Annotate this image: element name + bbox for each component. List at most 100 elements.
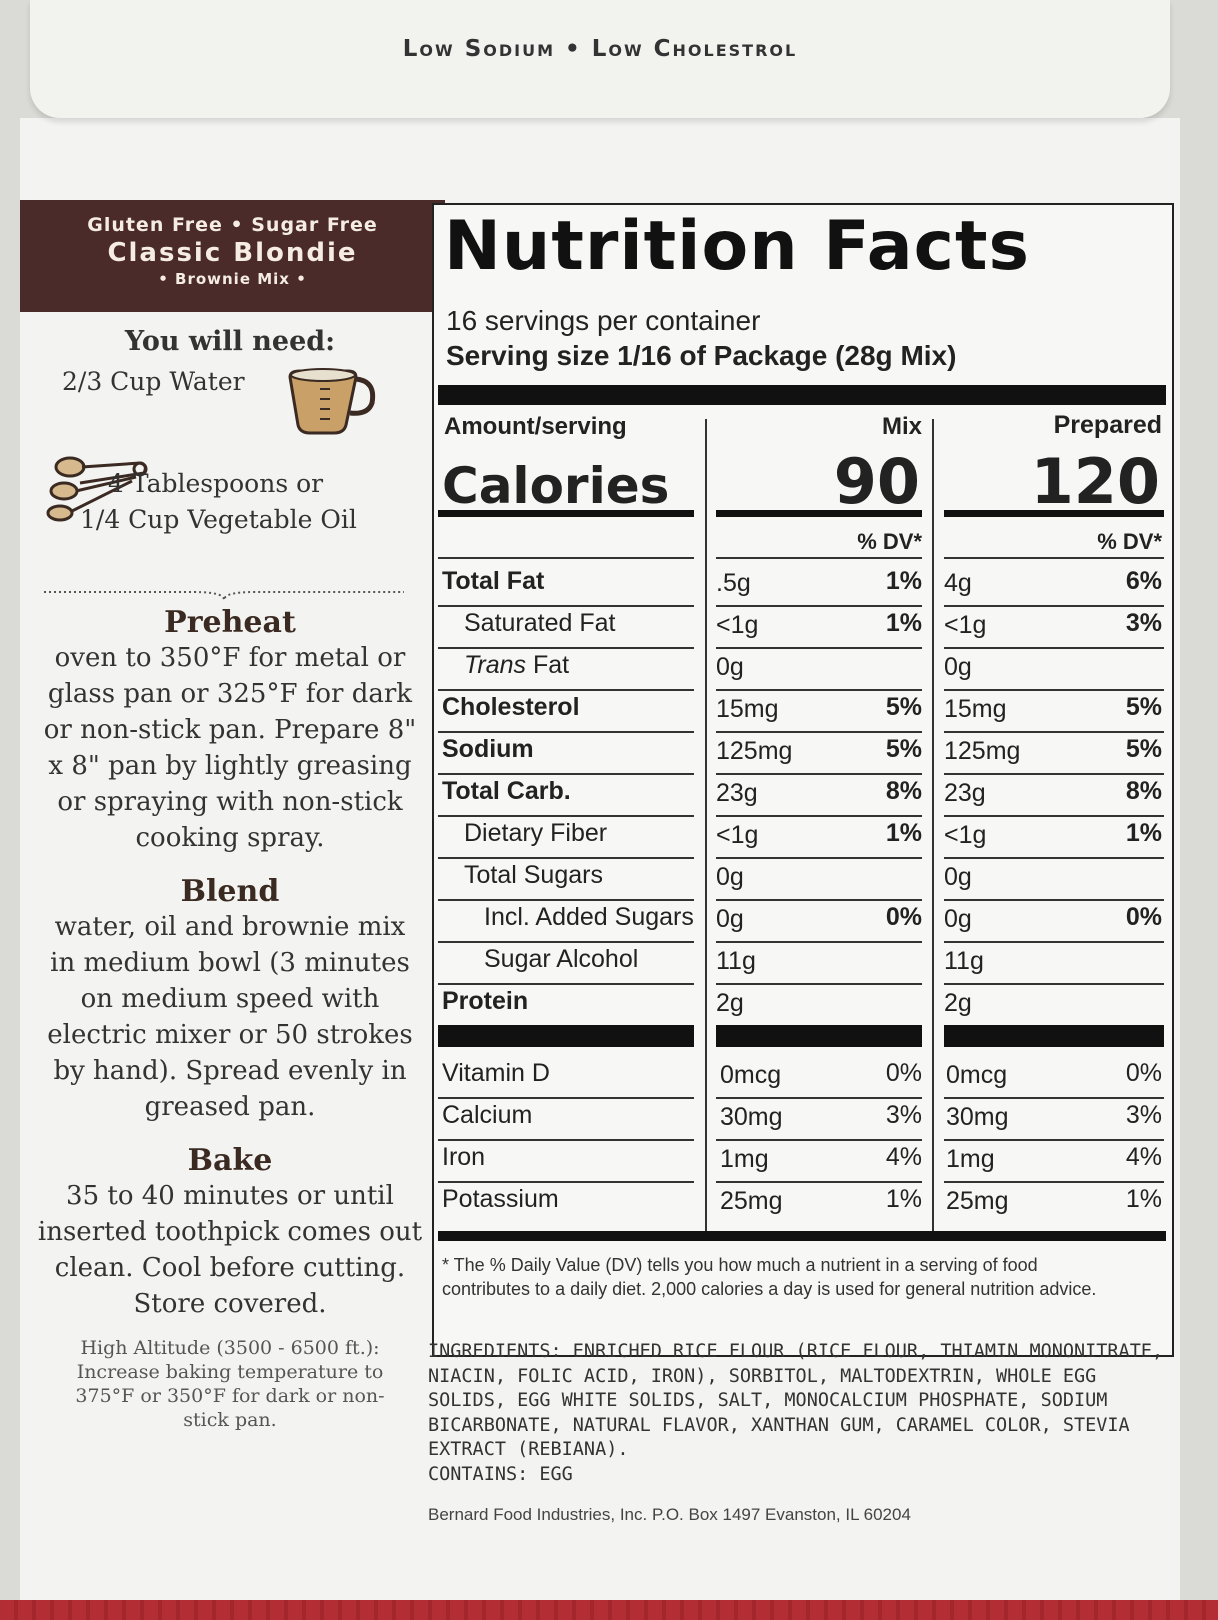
nutrient-prepared-dv: 8% bbox=[1125, 777, 1162, 805]
nutrient-prepared-amount: 0g bbox=[944, 653, 972, 681]
nutrient-mix-dv: 1% bbox=[885, 819, 922, 847]
calories-mix: 90 bbox=[833, 445, 920, 518]
nutrient-name: Sugar Alcohol bbox=[484, 945, 639, 973]
vitamin-prepared-amount: 1mg bbox=[946, 1145, 995, 1173]
vitamin-rule-3 bbox=[944, 1025, 1164, 1047]
daily-value-footnote: * The % Daily Value (DV) tells you how m… bbox=[442, 1255, 1097, 1299]
row-rule bbox=[438, 1097, 694, 1099]
allergen-statement: CONTAINS: EGG bbox=[428, 1463, 573, 1485]
nutrient-name-suffix: Fat bbox=[526, 651, 570, 679]
nutrition-facts-title: Nutrition Facts bbox=[444, 207, 1030, 286]
vitamin-mix-dv: 1% bbox=[885, 1185, 922, 1213]
row-rule bbox=[944, 1139, 1164, 1141]
ingredients-list: INGREDIENTS: ENRICHED RICE FLOUR (RICE F… bbox=[428, 1341, 1164, 1460]
nutrient-mix-amount: 15mg bbox=[716, 695, 779, 723]
row-rule bbox=[944, 689, 1164, 691]
vitamin-prepared-amount: 0mcg bbox=[946, 1061, 1008, 1089]
row-rule bbox=[716, 647, 922, 649]
nutrient-prepared-dv: 6% bbox=[1125, 567, 1162, 595]
cal-rule-2 bbox=[716, 510, 922, 517]
nutrient-prepared-amount: 4g bbox=[944, 569, 972, 597]
nutrient-mix-dv: 8% bbox=[885, 777, 922, 805]
prepared-header: Prepared bbox=[1053, 411, 1162, 439]
row-rule bbox=[438, 731, 694, 733]
vitamin-rule-2 bbox=[716, 1025, 922, 1047]
row-rule bbox=[944, 773, 1164, 775]
vitamin-name: Vitamin D bbox=[442, 1059, 550, 1087]
nutrient-mix-amount: .5g bbox=[716, 569, 751, 597]
row-rule bbox=[438, 689, 694, 691]
row-rule bbox=[438, 941, 694, 943]
ingredients: INGREDIENTS: ENRICHED RICE FLOUR (RICE F… bbox=[428, 1340, 1168, 1487]
dv-header-mix: % DV* bbox=[857, 529, 922, 554]
nutrient-prepared-amount: <1g bbox=[944, 611, 987, 639]
bottom-rule bbox=[438, 1231, 1166, 1241]
vitamin-name: Potassium bbox=[442, 1185, 559, 1213]
nutrient-name: Dietary Fiber bbox=[464, 819, 608, 847]
company-address: Bernard Food Industries, Inc. P.O. Box 1… bbox=[428, 1505, 911, 1524]
product-type: • Brownie Mix • bbox=[158, 270, 307, 288]
nutrient-name: Total Carb. bbox=[442, 777, 571, 805]
row-rule bbox=[716, 899, 922, 901]
vitamin-mix-dv: 4% bbox=[885, 1143, 922, 1171]
row-rule bbox=[716, 557, 922, 559]
nutrition-facts-label: Nutrition Facts 16 servings per containe… bbox=[432, 203, 1174, 1357]
nutrient-name: Total Sugars bbox=[464, 861, 603, 889]
nutrient-mix-amount: 0g bbox=[716, 653, 744, 681]
row-rule bbox=[716, 731, 922, 733]
nutrient-name: Sodium bbox=[442, 735, 534, 763]
nutrient-prepared-dv: 3% bbox=[1125, 609, 1162, 637]
vitamin-prepared-dv: 0% bbox=[1125, 1059, 1162, 1087]
nutrient-mix-dv: 0% bbox=[885, 903, 922, 931]
row-rule bbox=[716, 857, 922, 859]
box-flap: Low Sodium • Low Cholestrol bbox=[30, 0, 1170, 118]
divider bbox=[44, 591, 404, 601]
nutrient-name: Cholesterol bbox=[442, 693, 580, 721]
nutrient-prepared-amount: 0g bbox=[944, 863, 972, 891]
row-rule bbox=[438, 983, 694, 985]
cal-rule-3 bbox=[944, 510, 1164, 517]
col-divider-mix bbox=[705, 419, 707, 1239]
preheat-body: oven to 350°F for metal or glass pan or … bbox=[43, 643, 417, 853]
serving-size: Serving size 1/16 of Package (28g Mix) bbox=[446, 340, 957, 371]
blend-title: Blend bbox=[180, 874, 280, 909]
nutrient-prepared-amount: 0g bbox=[944, 905, 972, 933]
brand-band: Gluten Free • Sugar Free Classic Blondie… bbox=[20, 200, 445, 312]
row-rule bbox=[438, 857, 694, 859]
row-rule bbox=[944, 731, 1164, 733]
col-divider-prepared bbox=[932, 419, 934, 1239]
product-name: Classic Blondie bbox=[107, 238, 358, 268]
row-rule bbox=[944, 557, 1164, 559]
row-rule bbox=[716, 815, 922, 817]
row-rule bbox=[944, 815, 1164, 817]
altitude-note: High Altitude (3500 - 6500 ft.): Increas… bbox=[75, 1337, 385, 1431]
row-rule bbox=[716, 1181, 922, 1183]
row-rule bbox=[438, 815, 694, 817]
nutrient-name: Trans Fat bbox=[464, 651, 570, 679]
nutrient-mix-amount: 125mg bbox=[716, 737, 793, 765]
row-rule bbox=[438, 773, 694, 775]
row-rule bbox=[438, 647, 694, 649]
nutrient-prepared-dv: 5% bbox=[1125, 735, 1162, 763]
nutrient-prepared-amount: 23g bbox=[944, 779, 986, 807]
amount-per-serving-label: Amount/serving bbox=[444, 413, 627, 440]
bottom-strip bbox=[0, 1600, 1218, 1620]
brand-claims: Gluten Free • Sugar Free bbox=[87, 214, 378, 236]
row-rule bbox=[944, 1181, 1164, 1183]
vitamin-name: Iron bbox=[442, 1143, 486, 1171]
calories-label: Calories bbox=[442, 457, 670, 515]
row-rule bbox=[944, 941, 1164, 943]
nutrient-prepared-dv: 0% bbox=[1125, 903, 1162, 931]
cal-rule-1 bbox=[438, 510, 694, 517]
blend-body: water, oil and brownie mix in medium bow… bbox=[47, 912, 413, 1122]
instructions: You will need: 2/3 Cup Water 4 Tablespoo… bbox=[30, 320, 430, 587]
nutrient-name: Incl. Added Sugars bbox=[484, 903, 694, 931]
row-rule bbox=[716, 941, 922, 943]
vitamin-prepared-dv: 4% bbox=[1125, 1143, 1162, 1171]
vitamin-prepared-amount: 30mg bbox=[946, 1103, 1009, 1131]
row-rule bbox=[944, 1097, 1164, 1099]
row-rule bbox=[438, 557, 694, 559]
nutrient-mix-dv: 5% bbox=[885, 693, 922, 721]
row-rule bbox=[716, 605, 922, 607]
servings-per-container: 16 servings per container bbox=[446, 305, 761, 336]
